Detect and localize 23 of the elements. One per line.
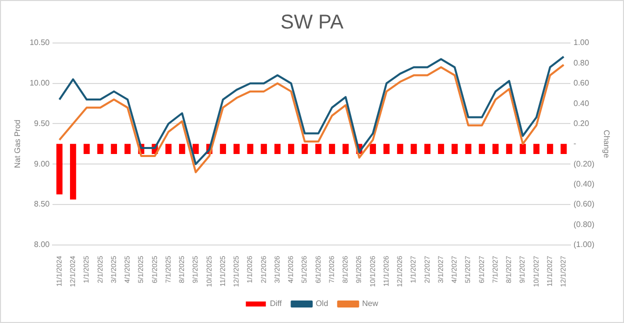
y-tick-label: 9.50 — [34, 118, 50, 128]
y-tick-label: 10.50 — [30, 38, 50, 48]
y-tick-label: 8.50 — [34, 200, 50, 209]
y-axis-title: Nat Gas Prod — [13, 120, 22, 168]
legend-label: New — [362, 299, 378, 308]
y2-tick-label: (0.60) — [574, 200, 595, 209]
chart-title: SW PA — [280, 12, 344, 34]
y-tick-label: 10.00 — [30, 78, 50, 88]
y2-tick-label: 0.80 — [574, 58, 590, 68]
y-tick-label: 9.00 — [34, 159, 50, 168]
legend-label: Old — [316, 299, 328, 308]
y2-tick-label: 0.40 — [574, 98, 590, 108]
y2-tick-label: 0.20 — [574, 118, 590, 128]
y2-tick-label: (0.80) — [574, 220, 595, 229]
y2-axis-title: Change — [602, 130, 611, 158]
y2-tick-label: 1.00 — [574, 38, 590, 48]
y2-tick-label: - — [574, 139, 576, 148]
legend-label: Diff — [270, 299, 282, 308]
y2-tick-label: (0.40) — [574, 180, 595, 189]
y2-tick-label: (1.00) — [574, 240, 595, 250]
y-tick-label: 8.00 — [34, 240, 50, 250]
y2-tick-label: (0.20) — [574, 159, 595, 168]
y2-tick-label: 0.60 — [574, 78, 590, 88]
